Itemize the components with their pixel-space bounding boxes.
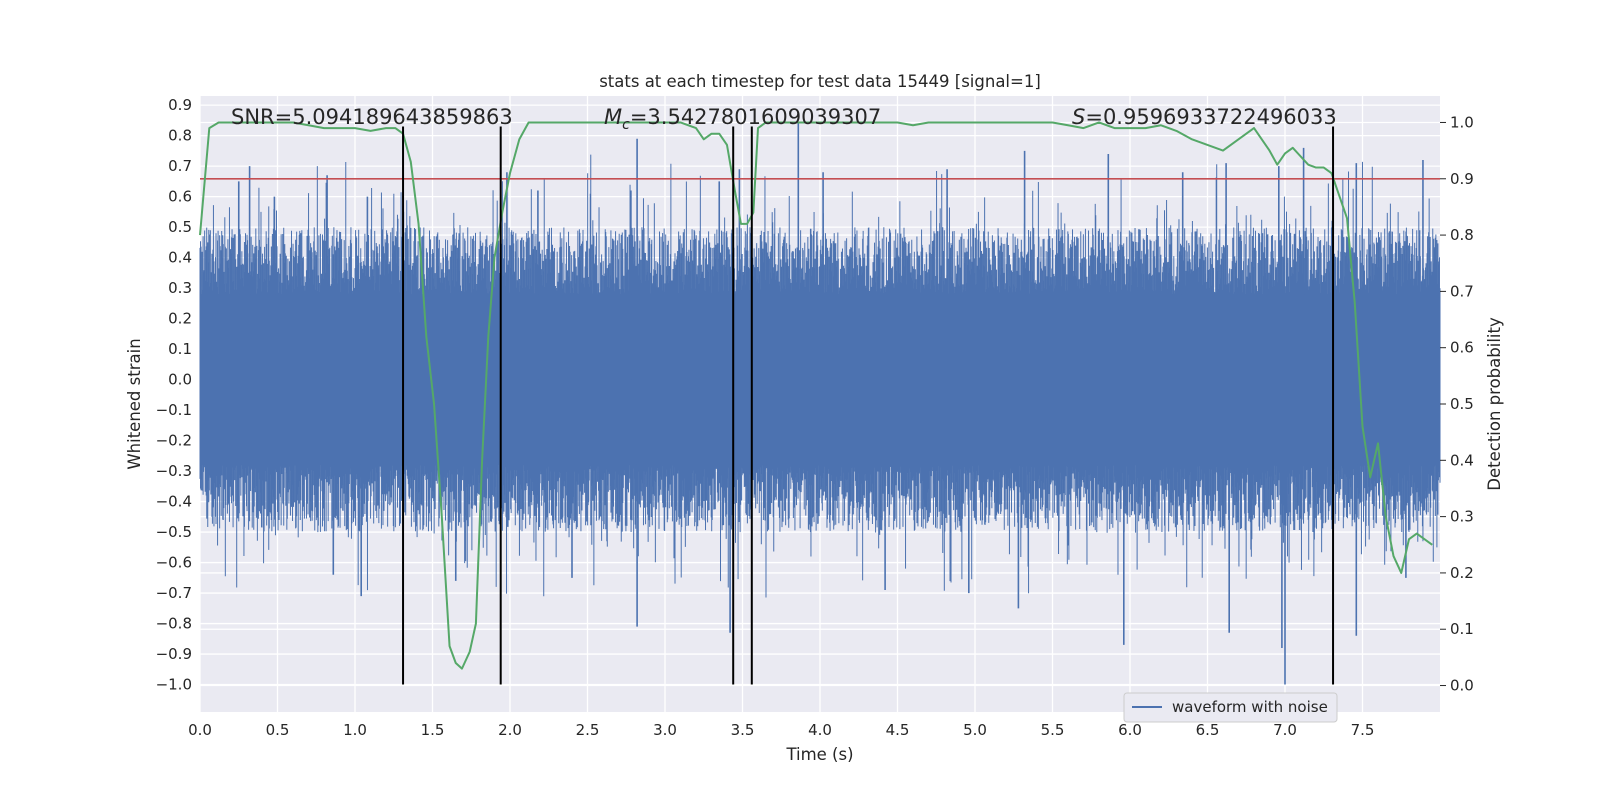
y2-tick-label: 0.0	[1450, 677, 1474, 695]
y-tick-label: 0.5	[168, 218, 192, 236]
x-tick-label: 6.0	[1118, 721, 1142, 739]
y2-tick-label: 0.2	[1450, 564, 1474, 582]
y-tick-label: −0.8	[156, 615, 192, 633]
mc-symbol: M	[604, 105, 622, 129]
s-symbol: S	[1072, 105, 1085, 129]
x-axis-label: Time (s)	[785, 745, 853, 764]
x-tick-label: 5.0	[963, 721, 987, 739]
y-tick-label: 0.8	[168, 127, 192, 145]
y-tick-label: 0.7	[168, 157, 192, 175]
detection-probability-line	[199, 121, 1433, 670]
legend-box	[1123, 692, 1338, 723]
x-tick-label: 0.5	[266, 721, 290, 739]
x-tick-label: 7.5	[1351, 721, 1375, 739]
y-tick-label: 0.1	[168, 340, 192, 358]
y2-tick-label: 0.7	[1450, 282, 1474, 300]
y-tick-label: 0.2	[168, 310, 192, 328]
y2-tick-label: 0.6	[1450, 339, 1474, 357]
legend: waveform with noise	[1123, 692, 1338, 723]
mc-annotation: Mc=3.5427801609039307	[604, 105, 881, 133]
y-tick-label: −0.9	[156, 645, 192, 663]
y-tick-label: 0.9	[168, 96, 192, 114]
y2-tick-label: 0.3	[1450, 508, 1474, 526]
y-tick-label: −0.7	[156, 584, 192, 602]
y2-tick-label: 0.1	[1450, 620, 1474, 638]
y-tick-label: −0.1	[156, 401, 192, 419]
y-tick-label: −0.3	[156, 462, 192, 480]
y2-axis-label: Detection probability	[1485, 317, 1504, 491]
x-tick-label: 0.0	[188, 721, 212, 739]
x-tick-label: 1.0	[343, 721, 367, 739]
y-tick-label: 0.6	[168, 188, 192, 206]
y2-tick-label: 0.4	[1450, 451, 1474, 469]
mc-subscript: c	[622, 117, 630, 133]
y-tick-label: −0.4	[156, 493, 192, 511]
y2-tick-label: 0.5	[1450, 395, 1474, 413]
legend-label: waveform with noise	[1172, 698, 1328, 716]
x-tick-label: 4.5	[886, 721, 910, 739]
waveform-core	[200, 294, 1440, 465]
mc-value: =3.5427801609039307	[630, 105, 881, 129]
y2-tick-label: 0.9	[1450, 170, 1474, 188]
x-tick-label: 5.5	[1041, 721, 1065, 739]
x-tick-label: 6.5	[1196, 721, 1220, 739]
y-tick-label: 0.3	[168, 279, 192, 297]
y2-tick-label: 1.0	[1450, 113, 1474, 131]
y-tick-label: −1.0	[156, 676, 192, 694]
y2-tick-label: 0.8	[1450, 226, 1474, 244]
snr-annotation: SNR=5.094189643859863	[231, 105, 513, 129]
x-tick-label: 2.5	[576, 721, 600, 739]
x-tick-label: 3.5	[731, 721, 755, 739]
y-tick-label: −0.2	[156, 432, 192, 450]
axes: 0.0 0.5 1.0 1.5 2.0 2.5 3.0 3.5 4.0 4.5 5.0 5.5 6.0 6…	[156, 96, 1474, 739]
x-tick-label: 3.0	[653, 721, 677, 739]
overlay-series	[199, 121, 1440, 685]
y-tick-label: 0.4	[168, 249, 192, 267]
y-axis-label: Whitened strain	[125, 338, 144, 469]
waveform-series	[199, 123, 1441, 685]
y-tick-label: −0.6	[156, 554, 192, 572]
chart-title: stats at each timestep for test data 154…	[599, 72, 1041, 91]
s-annotation: S=0.9596933722496033	[1072, 105, 1337, 129]
x-tick-label: 1.5	[421, 721, 445, 739]
x-tick-label: 4.0	[808, 721, 832, 739]
x-tick-label: 7.0	[1273, 721, 1297, 739]
x-tick-label: 2.0	[498, 721, 522, 739]
y-tick-label: −0.5	[156, 523, 192, 541]
y-tick-label: 0.0	[168, 371, 192, 389]
s-value: =0.9596933722496033	[1085, 105, 1336, 129]
